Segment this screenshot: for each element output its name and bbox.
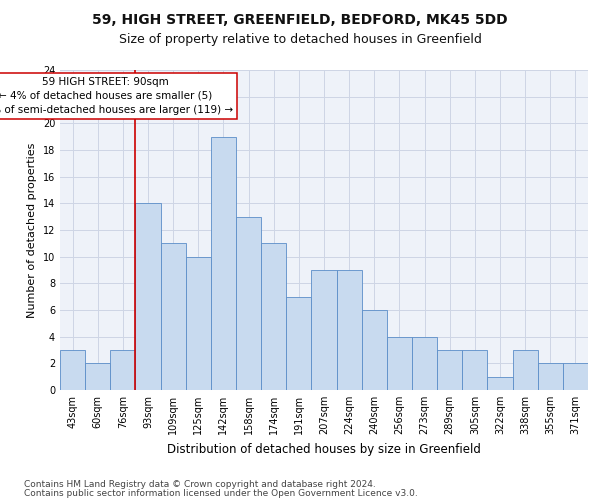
Bar: [437, 350, 462, 390]
Text: Size of property relative to detached houses in Greenfield: Size of property relative to detached ho…: [119, 32, 481, 46]
Bar: [563, 364, 588, 390]
Bar: [538, 364, 563, 390]
Bar: [211, 136, 236, 390]
Bar: [286, 296, 311, 390]
Bar: [186, 256, 211, 390]
Text: 59 HIGH STREET: 90sqm
← 4% of detached houses are smaller (5)
96% of semi-detach: 59 HIGH STREET: 90sqm ← 4% of detached h…: [0, 76, 233, 114]
Bar: [337, 270, 362, 390]
Bar: [60, 350, 85, 390]
Y-axis label: Number of detached properties: Number of detached properties: [27, 142, 37, 318]
Bar: [261, 244, 286, 390]
Bar: [512, 350, 538, 390]
Bar: [136, 204, 161, 390]
Bar: [236, 216, 261, 390]
X-axis label: Distribution of detached houses by size in Greenfield: Distribution of detached houses by size …: [167, 442, 481, 456]
Bar: [161, 244, 186, 390]
Bar: [110, 350, 136, 390]
Text: 59, HIGH STREET, GREENFIELD, BEDFORD, MK45 5DD: 59, HIGH STREET, GREENFIELD, BEDFORD, MK…: [92, 12, 508, 26]
Text: Contains public sector information licensed under the Open Government Licence v3: Contains public sector information licen…: [24, 489, 418, 498]
Bar: [462, 350, 487, 390]
Bar: [387, 336, 412, 390]
Bar: [362, 310, 387, 390]
Bar: [85, 364, 110, 390]
Bar: [412, 336, 437, 390]
Bar: [311, 270, 337, 390]
Bar: [487, 376, 512, 390]
Text: Contains HM Land Registry data © Crown copyright and database right 2024.: Contains HM Land Registry data © Crown c…: [24, 480, 376, 489]
